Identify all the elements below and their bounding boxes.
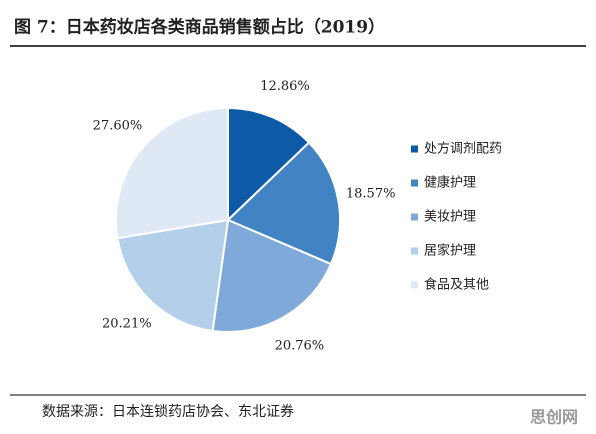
legend-label: 健康护理	[424, 175, 476, 191]
legend-swatch	[411, 281, 418, 289]
legend-swatch	[411, 247, 418, 255]
legend-label: 处方调剂配药	[424, 141, 502, 157]
pie-slice	[211, 218, 333, 333]
chart-title: 图 7：日本药妆店各类商品销售额占比（2019）	[14, 17, 385, 38]
pie-slice	[227, 106, 311, 223]
data-label: 27.60%	[93, 119, 143, 134]
legend-label: 美妆护理	[424, 210, 476, 225]
legend-label: 食品及其他	[424, 277, 489, 293]
watermark: 思创网	[530, 408, 578, 427]
data-label: 18.57%	[346, 187, 396, 202]
pie-slice	[115, 106, 229, 240]
source: 数据来源：日本连锁药店协会、东北证券	[42, 404, 294, 420]
data-label: 20.21%	[102, 316, 152, 331]
data-label: 12.86%	[260, 79, 310, 94]
legend-swatch	[411, 145, 418, 153]
legend-label: 居家护理	[424, 243, 476, 259]
legend-swatch	[411, 213, 418, 221]
pie-slice	[226, 141, 341, 266]
pie-slice	[116, 218, 230, 333]
data-label: 20.76%	[275, 339, 325, 354]
legend-swatch	[411, 179, 418, 187]
